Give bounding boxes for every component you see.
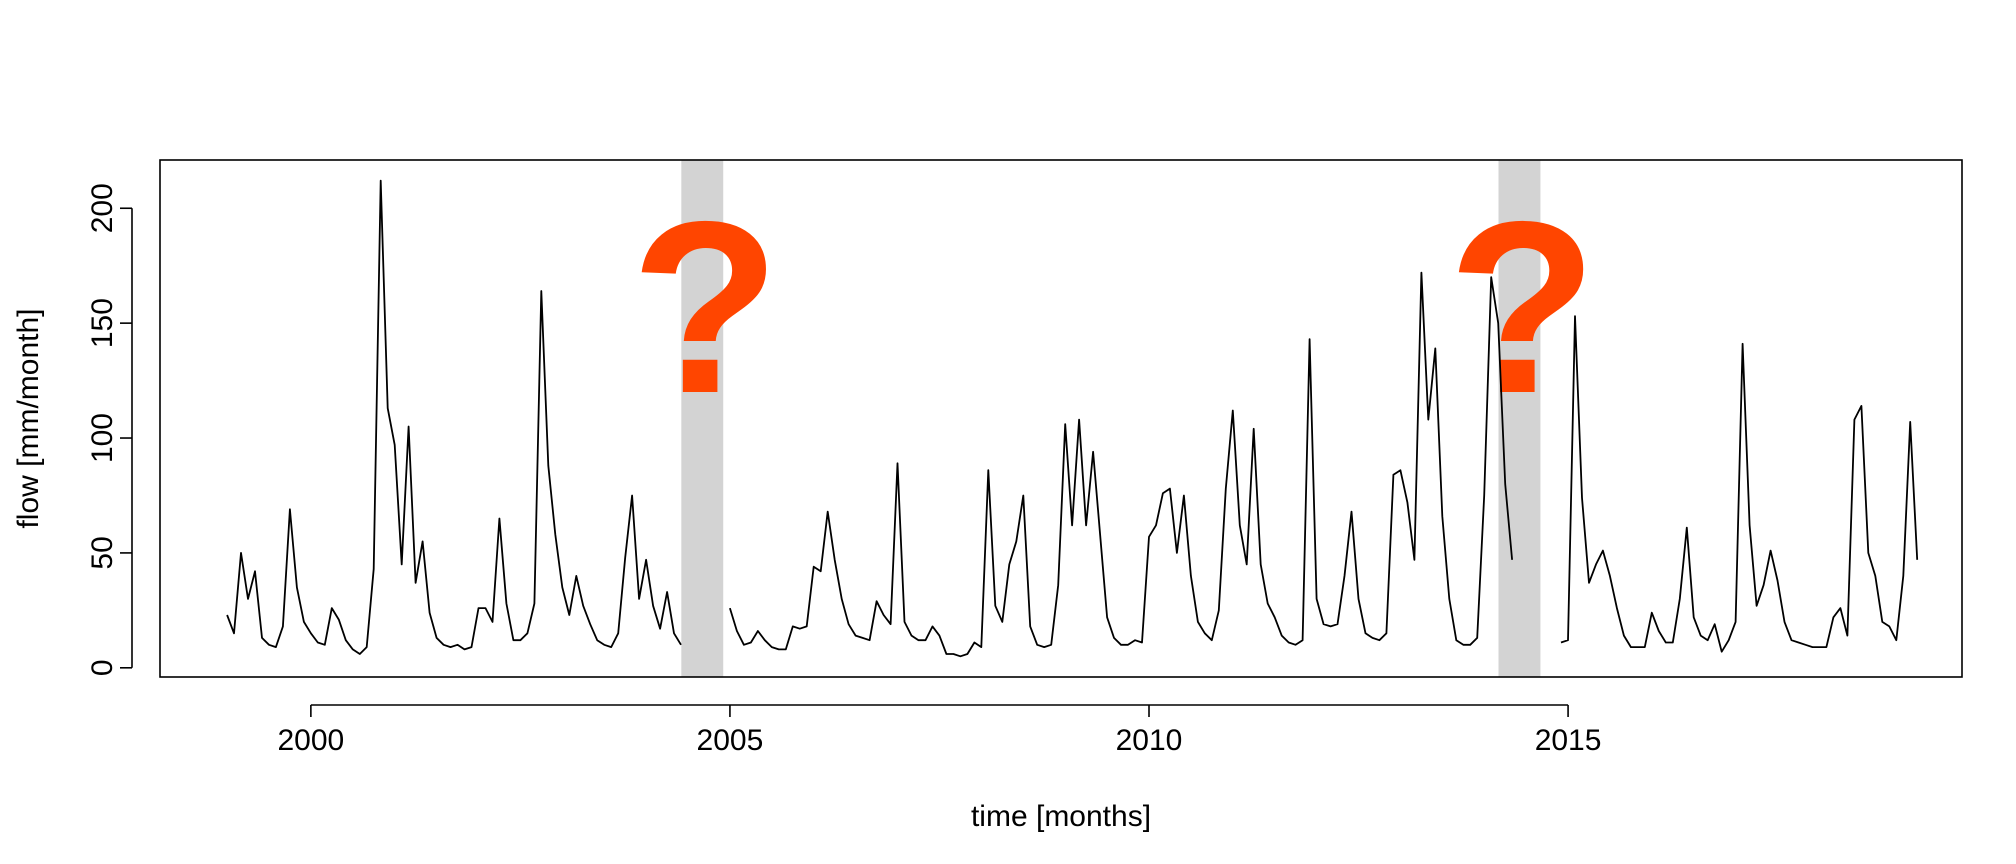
y-tick-label: 150: [86, 298, 119, 348]
x-tick-label: 2010: [1116, 724, 1183, 757]
y-tick-label: 100: [86, 413, 119, 463]
y-tick-label: 50: [86, 536, 119, 569]
series-line: [226, 179, 1919, 658]
x-axis: 2000 2005 2010 2015: [277, 704, 1602, 757]
x-tick-label: 2015: [1535, 724, 1602, 757]
question-mark-annotation: ?: [1448, 170, 1598, 444]
missing-data-annotations: ??: [630, 170, 1597, 444]
flow-series: [226, 179, 1919, 658]
missing-data-band: [681, 160, 724, 677]
y-tick-label: 0: [86, 659, 119, 676]
y-axis: 0 50 100 150 200: [86, 183, 133, 676]
plot-frame: [159, 159, 1963, 678]
x-tick-label: 2000: [277, 724, 344, 757]
y-tick-label: 200: [86, 183, 119, 233]
x-axis-label: time [months]: [971, 800, 1151, 833]
y-axis-label: flow [mm/month]: [12, 308, 45, 528]
missing-data-bands: [681, 160, 1541, 677]
missing-data-band: [1498, 160, 1541, 677]
question-mark-annotation: ?: [630, 170, 780, 444]
x-tick-label: 2005: [697, 724, 764, 757]
